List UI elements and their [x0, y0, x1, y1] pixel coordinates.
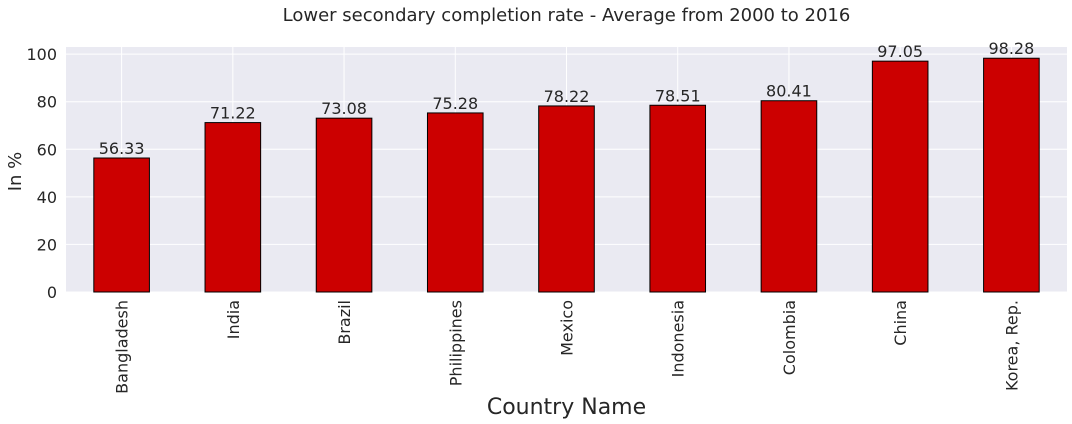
x-tick-label: Colombia [780, 300, 799, 375]
bar-bangladesh [93, 157, 150, 293]
y-tick-label: 100 [26, 45, 57, 64]
y-tick-label: 20 [37, 235, 57, 254]
x-tick-label: Mexico [558, 300, 577, 356]
y-tick-label: 60 [37, 140, 57, 159]
x-tick-label: Bangladesh [113, 300, 132, 394]
data-labels: 56.33 71.22 73.08 75.28 78.22 78.51 80.41 97.05… [99, 39, 1035, 158]
x-tick-label: Korea, Rep. [1002, 300, 1021, 391]
bar-brazil [315, 117, 373, 293]
x-tick-label: India [224, 300, 243, 339]
x-axis-label: Country Name [487, 395, 646, 420]
bar-india [204, 122, 262, 293]
bar-mexico [538, 105, 595, 293]
x-axis-ticks: Bangladesh India Brazil Philippines Mexico In… [113, 300, 1022, 394]
x-tick-label: Indonesia [669, 300, 688, 377]
x-tick-label: China [891, 300, 910, 346]
bar-china [871, 60, 929, 293]
data-label: 73.08 [321, 99, 367, 118]
x-tick-label: Philippines [446, 300, 465, 386]
bar-indonesia [649, 104, 707, 293]
data-label: 78.22 [544, 87, 590, 106]
y-axis-label: In % [5, 152, 26, 192]
data-label: 56.33 [99, 139, 145, 158]
y-tick-label: 80 [37, 93, 57, 112]
y-tick-label: 40 [37, 188, 57, 207]
data-label: 78.51 [655, 86, 701, 105]
data-label: 98.28 [988, 39, 1034, 58]
data-label: 75.28 [432, 94, 478, 113]
y-axis-ticks: 0 20 40 60 80 100 [26, 45, 57, 302]
y-tick-label: 0 [47, 283, 57, 302]
data-label: 97.05 [877, 42, 923, 61]
data-label: 71.22 [210, 104, 256, 123]
bar-philippines [426, 112, 484, 293]
bar-colombia [760, 100, 818, 293]
data-label: 80.41 [766, 82, 812, 101]
chart-title: Lower secondary completion rate - Averag… [283, 5, 851, 26]
bar-korea-rep [983, 57, 1040, 293]
bars [93, 57, 1040, 293]
x-tick-label: Brazil [335, 300, 354, 345]
